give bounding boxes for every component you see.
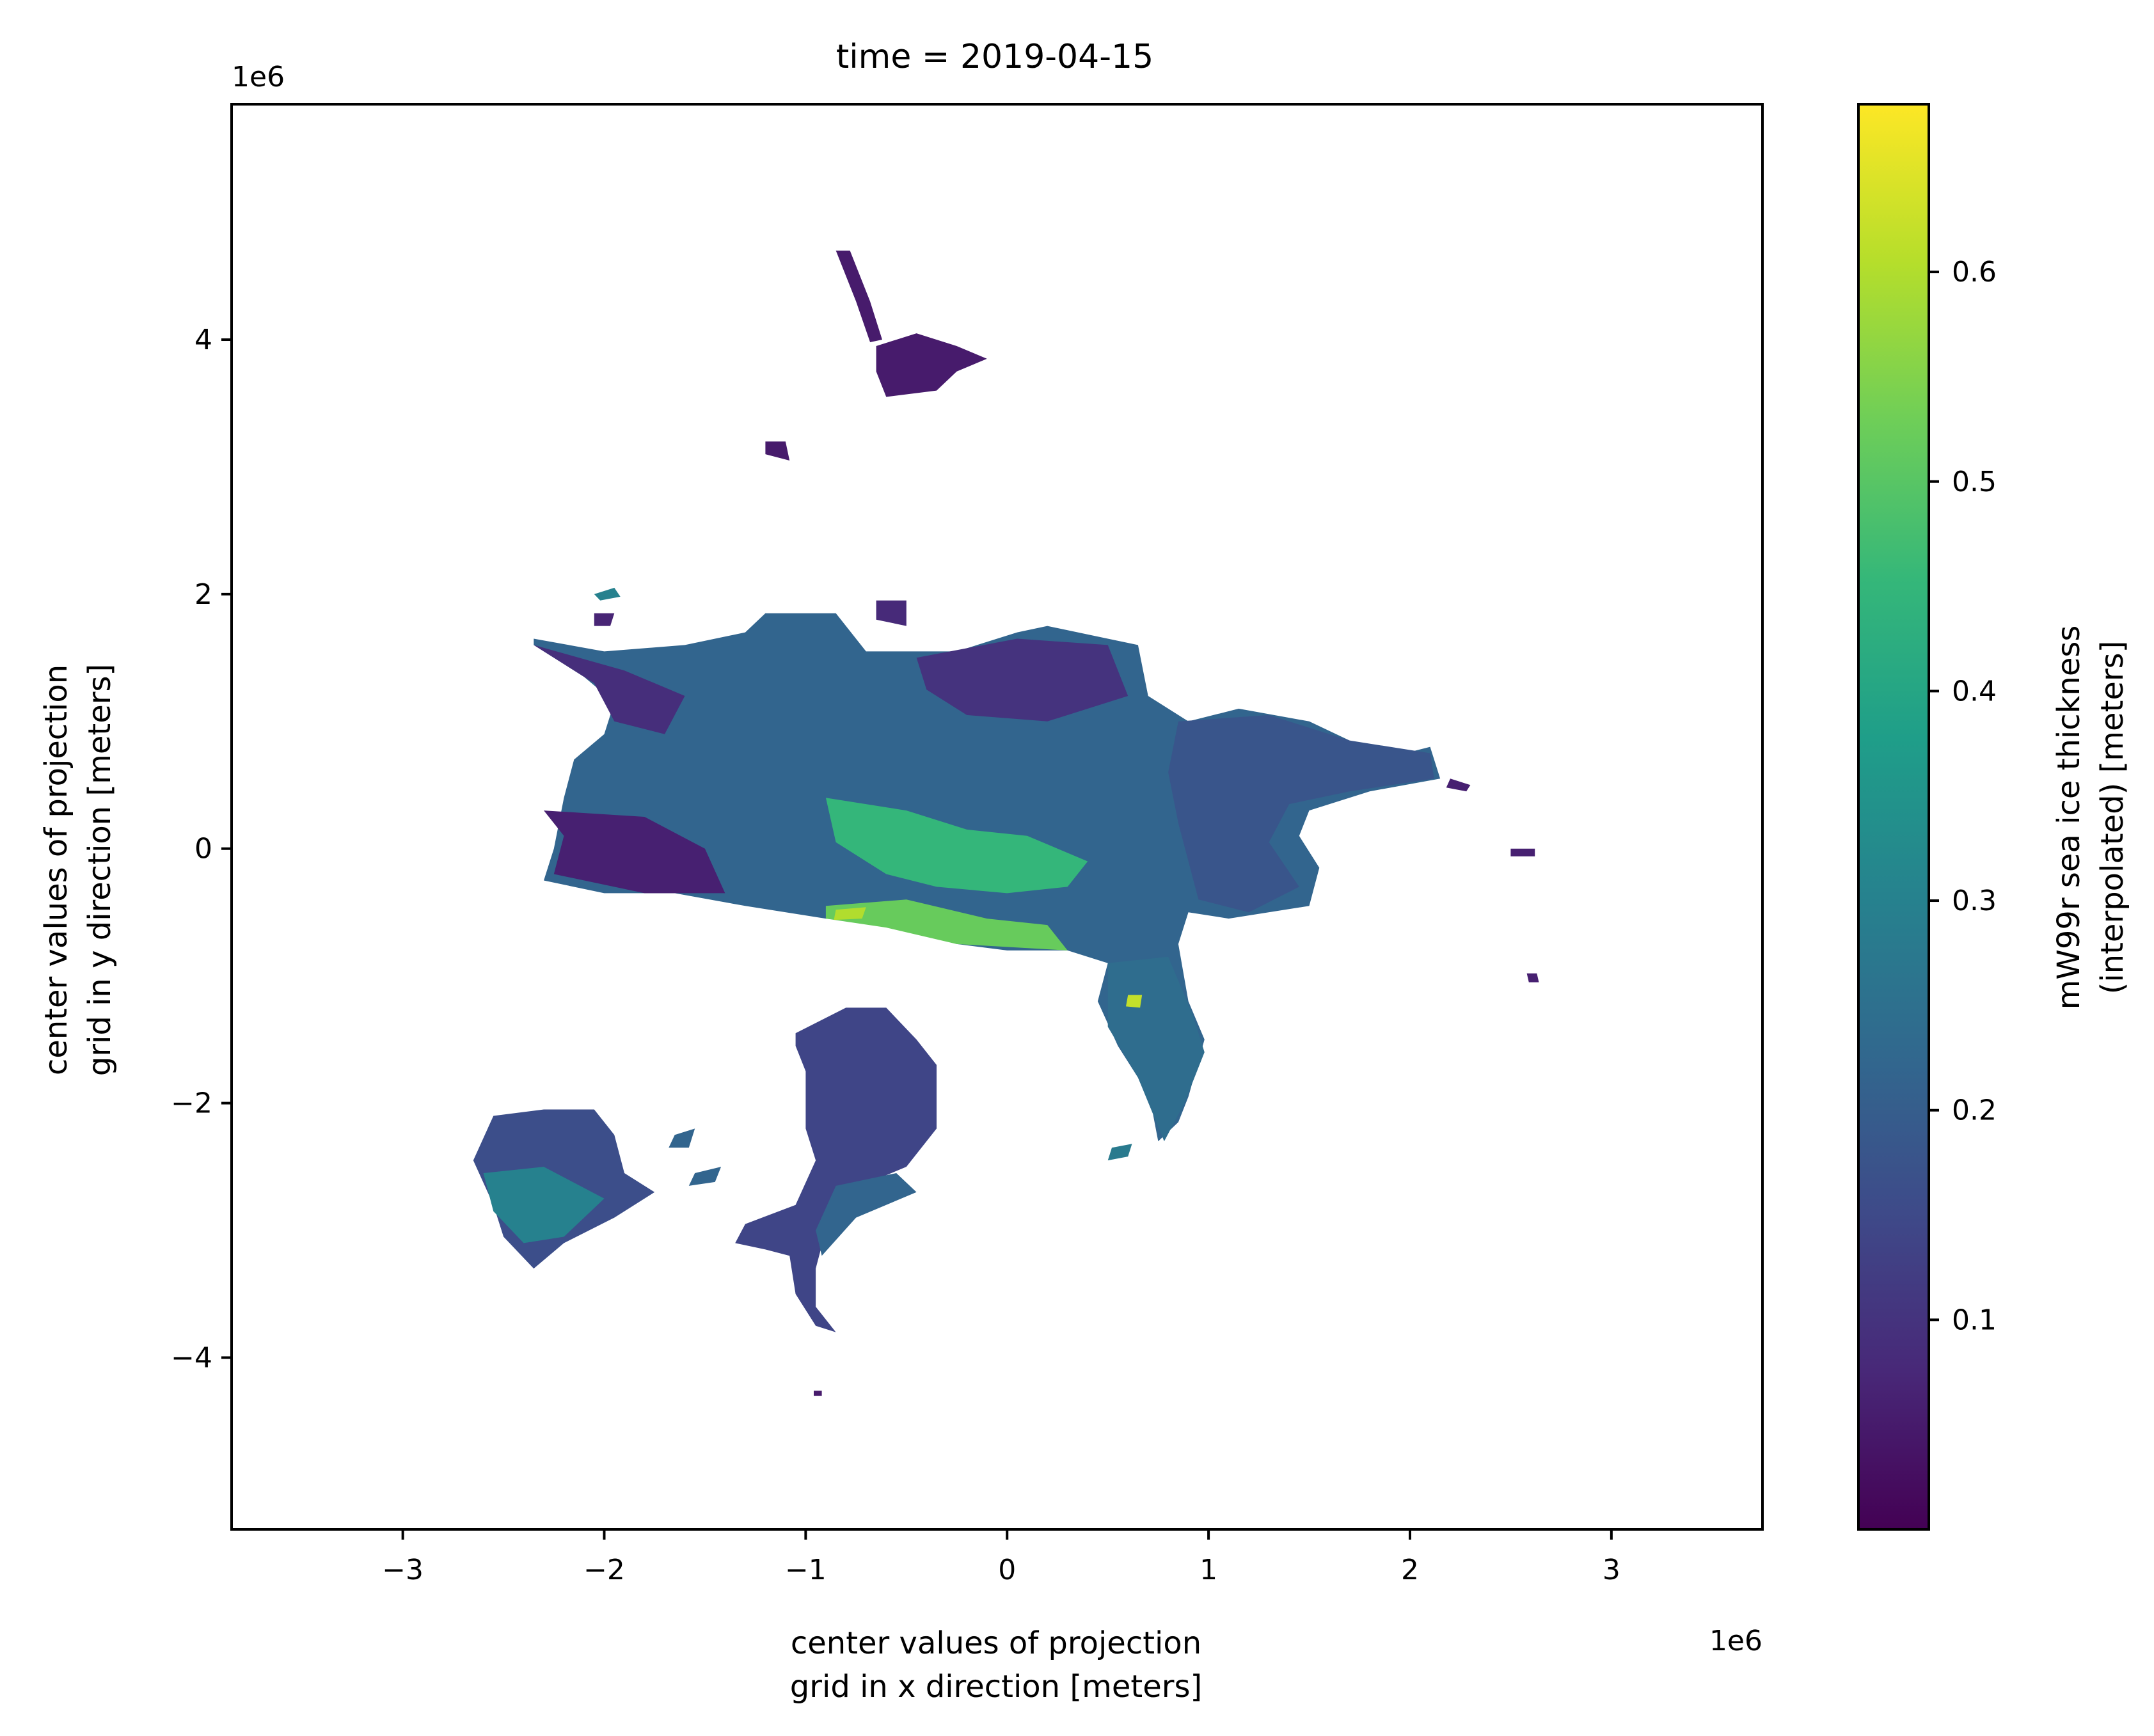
y-axis-label-line-2: grid in y direction [meters] <box>82 664 118 1076</box>
x-axis-label-line-1: center values of projection <box>791 1625 1201 1661</box>
chart-title: time = 2019-04-15 <box>836 38 1153 76</box>
x-tick-label: 2 <box>1401 1554 1419 1586</box>
x-tick-label: 3 <box>1603 1554 1620 1586</box>
colorbar-tick-label: 0.4 <box>1952 675 1997 707</box>
colorbar-tick-label: 0.3 <box>1952 885 1997 917</box>
region-small-floe-1 <box>765 441 790 461</box>
region-northwest-thin-ice <box>534 645 685 734</box>
x-axis: −3 −2 −1 0 1 2 3 <box>382 1529 1620 1586</box>
region-small-floe-6 <box>1510 848 1535 856</box>
region-north-island-ice <box>876 333 987 397</box>
region-east-arm-ice <box>1168 714 1434 913</box>
y-tick-label: −4 <box>171 1341 212 1374</box>
region-small-floe-11 <box>814 1391 822 1396</box>
region-small-floe-8 <box>669 1128 695 1148</box>
colorbar: 0.1 0.2 0.3 0.4 0.5 0.6 mW99r sea ice thickne… <box>1857 103 2130 1531</box>
colorbar-label-line-2: (interpolated) [meters] <box>2095 641 2130 995</box>
region-southwest-ice-thick <box>483 1167 605 1243</box>
region-small-floe-2 <box>594 587 621 601</box>
plot-area <box>230 103 1764 1531</box>
region-north-island-spur <box>835 250 882 342</box>
colorbar-tick-label: 0.1 <box>1952 1304 1997 1336</box>
region-small-floe-9 <box>688 1167 722 1186</box>
colorbar-tick-label: 0.6 <box>1952 256 1997 288</box>
colorbar-tick-label: 0.2 <box>1952 1094 1997 1127</box>
region-southern-thick-edge <box>825 899 1068 951</box>
colorbar-label-line-1: mW99r sea ice thickness <box>2051 626 2087 1010</box>
y-axis-label-line-1: center values of projection <box>38 665 74 1075</box>
y-offset-label: 1e6 <box>232 61 285 93</box>
y-tick-label: 2 <box>194 578 212 611</box>
region-thick-spot-shelf <box>834 907 866 920</box>
region-south-central-ice <box>735 1007 937 1332</box>
region-small-floe-5 <box>1446 778 1471 792</box>
colorbar-tick-label: 0.5 <box>1952 466 1997 498</box>
x-tick-label: −2 <box>583 1554 625 1586</box>
region-south-central-tail-ice <box>816 1173 917 1256</box>
y-tick-label: 4 <box>194 324 212 356</box>
ice-regions <box>473 250 1539 1396</box>
x-offset-label: 1e6 <box>1709 1625 1762 1657</box>
x-axis-label-line-2: grid in x direction [meters] <box>790 1669 1202 1705</box>
region-small-floe-3 <box>594 613 615 626</box>
region-thick-spot-south <box>1126 995 1143 1008</box>
y-tick-label: −2 <box>171 1087 212 1120</box>
colorbar-ticks: 0.1 0.2 0.3 0.4 0.5 0.6 <box>1929 256 1997 1336</box>
region-small-floe-10 <box>1107 1144 1132 1161</box>
region-small-floe-7 <box>1526 973 1539 982</box>
x-tick-label: −3 <box>382 1554 424 1586</box>
region-small-floe-4 <box>876 600 907 626</box>
colorbar-gradient <box>1857 103 1930 1531</box>
y-tick-label: 0 <box>194 833 212 865</box>
y-axis: −4 −2 0 2 4 <box>171 324 232 1374</box>
region-central-thick-core <box>825 798 1088 894</box>
region-western-thin-ice <box>544 810 725 894</box>
x-tick-label: −1 <box>785 1554 827 1586</box>
plot-frame <box>230 103 1764 1531</box>
x-tick-label: 1 <box>1200 1554 1217 1586</box>
x-tick-label: 0 <box>998 1554 1016 1586</box>
region-north-thin-ice <box>916 638 1128 722</box>
